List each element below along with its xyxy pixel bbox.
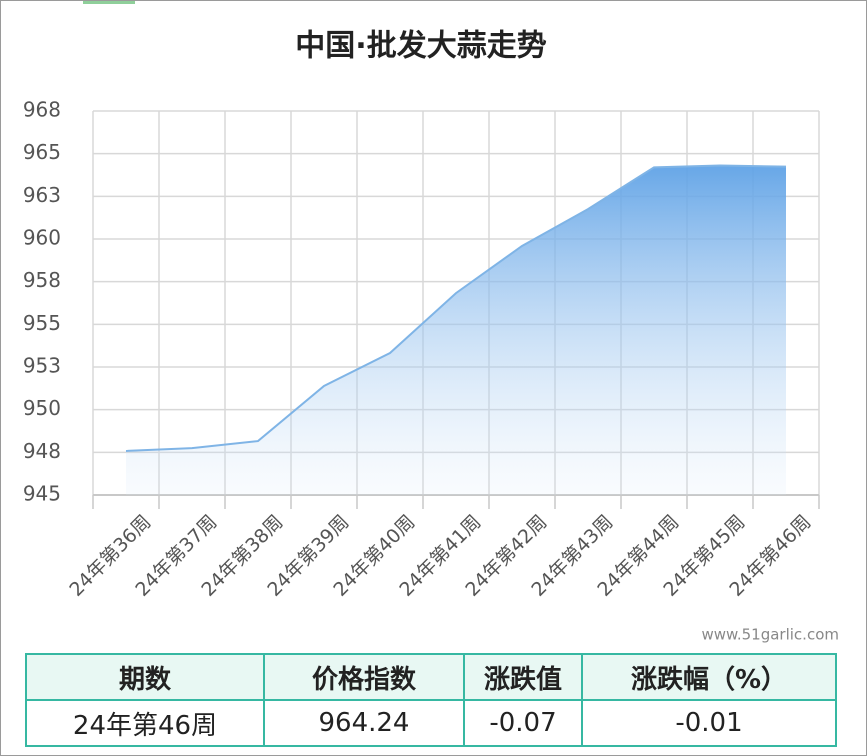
y-tick-label: 960 xyxy=(23,226,61,250)
top-tab xyxy=(83,1,135,4)
y-tick-label: 953 xyxy=(23,354,61,378)
y-tick-label: 958 xyxy=(23,268,61,292)
table-row: 24年第46周 964.24 -0.07 -0.01 xyxy=(25,699,837,747)
y-tick-label: 968 xyxy=(23,98,61,122)
area xyxy=(126,165,786,495)
header-cell: 价格指数 xyxy=(263,653,465,701)
chart: 中国·批发大蒜走势 www.51garlic.com 945 948 950 953 9… xyxy=(23,1,839,644)
y-tick-label: 945 xyxy=(23,482,61,506)
chart-title: 中国·批发大蒜走势 xyxy=(295,29,546,64)
cell: 964.24 xyxy=(263,699,465,747)
cell: -0.07 xyxy=(463,699,583,747)
cell: 24年第46周 xyxy=(25,699,265,747)
y-tick-label: 950 xyxy=(23,396,61,420)
header-cell: 涨跌幅（%） xyxy=(581,653,837,701)
y-tick-label: 963 xyxy=(23,183,61,207)
header-cell: 涨跌值 xyxy=(463,653,583,701)
y-tick-label: 955 xyxy=(23,311,61,335)
watermark: www.51garlic.com xyxy=(701,626,839,644)
line xyxy=(125,164,787,452)
summary-table: 期数 价格指数 涨跌值 涨跌幅（%） 24年第46周 964.24 -0.07 … xyxy=(25,653,837,747)
y-tick-label: 965 xyxy=(23,140,61,164)
y-tick-label: 948 xyxy=(23,439,61,463)
cell: -0.01 xyxy=(581,699,837,747)
header-cell: 期数 xyxy=(25,653,265,701)
table-header: 期数 价格指数 涨跌值 涨跌幅（%） xyxy=(25,653,837,701)
